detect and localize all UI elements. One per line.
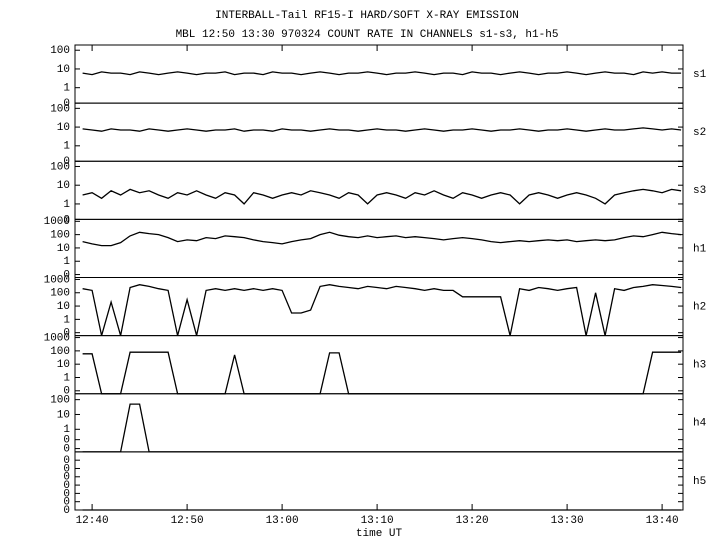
data-line <box>82 71 682 76</box>
x-tick-label: 13:30 <box>551 515 584 527</box>
y-tick-label: 1000 <box>44 274 70 286</box>
x-tick-label: 13:20 <box>456 515 489 527</box>
y-tick-label: 1000 <box>44 216 70 228</box>
y-tick-label: 0 <box>63 214 70 226</box>
y-tick-label: 100 <box>50 103 70 115</box>
data-line <box>82 403 682 453</box>
y-tick-label: 1 <box>63 199 70 211</box>
y-tick-label: 100 <box>50 395 70 407</box>
y-tick-label: 0 <box>63 505 70 517</box>
channel-label: h5 <box>693 476 706 488</box>
panel-frame <box>74 102 684 162</box>
data-line <box>82 127 682 132</box>
channel-label: s3 <box>693 185 706 197</box>
y-tick-label: 1 <box>63 314 70 326</box>
x-tick-label: 12:40 <box>76 515 109 527</box>
x-tick-label: 13:10 <box>361 515 394 527</box>
data-line <box>82 284 682 336</box>
panel-frame <box>74 451 684 511</box>
y-tick-label: 0 <box>63 269 70 281</box>
y-tick-label: 0 <box>63 480 70 492</box>
y-tick-label: 1000 <box>44 332 70 344</box>
y-tick-label: 0 <box>63 156 70 168</box>
y-tick-label: 0 <box>63 386 70 398</box>
data-line <box>82 351 682 395</box>
y-tick-label: 0 <box>63 98 70 110</box>
y-tick-label: 10 <box>57 409 70 421</box>
y-tick-label: 100 <box>50 161 70 173</box>
y-tick-label: 100 <box>50 288 70 300</box>
panel-frame <box>74 277 684 337</box>
x-tick-label: 13:00 <box>266 515 299 527</box>
y-tick-label: 1 <box>63 372 70 384</box>
data-line <box>82 188 682 205</box>
y-tick-label: 100 <box>50 346 70 358</box>
y-tick-label: 0 <box>63 435 70 447</box>
channel-label: h4 <box>693 418 707 430</box>
y-tick-label: 10 <box>57 180 70 192</box>
channel-label: h3 <box>693 360 706 372</box>
y-tick-label: 0 <box>63 443 70 455</box>
y-tick-label: 10 <box>57 64 70 76</box>
y-tick-label: 0 <box>63 488 70 500</box>
y-tick-label: 0 <box>63 455 70 467</box>
y-tick-label: 1 <box>63 424 70 436</box>
x-tick-label: 13:40 <box>646 515 679 527</box>
y-tick-label: 100 <box>50 45 70 57</box>
panel-frame <box>74 393 684 453</box>
y-tick-label: 0 <box>63 497 70 509</box>
panel-frame <box>74 218 684 278</box>
channel-label: s2 <box>693 127 706 139</box>
y-tick-label: 0 <box>63 328 70 340</box>
data-line <box>82 231 682 247</box>
y-tick-label: 10 <box>57 122 70 134</box>
y-tick-label: 10 <box>57 359 70 371</box>
y-tick-label: 1 <box>63 256 70 268</box>
y-tick-label: 10 <box>57 243 70 255</box>
channel-label: h1 <box>693 243 707 255</box>
x-axis-label: time UT <box>356 528 403 540</box>
y-tick-label: 0 <box>63 463 70 475</box>
chart-subtitle: MBL 12:50 13:30 970324 COUNT RATE IN CHA… <box>176 29 559 41</box>
y-tick-label: 0 <box>63 472 70 484</box>
channel-label: s1 <box>693 69 707 81</box>
channel-label: h2 <box>693 301 706 313</box>
y-tick-label: 100 <box>50 230 70 242</box>
panel-frame <box>74 160 684 220</box>
y-tick-label: 10 <box>57 301 70 313</box>
chart-title: INTERBALL-Tail RF15-I HARD/SOFT X-RAY EM… <box>215 10 519 22</box>
y-tick-label: 1 <box>63 83 70 95</box>
x-tick-label: 12:50 <box>171 515 204 527</box>
panel-frame <box>74 335 684 395</box>
y-tick-label: 1 <box>63 141 70 153</box>
